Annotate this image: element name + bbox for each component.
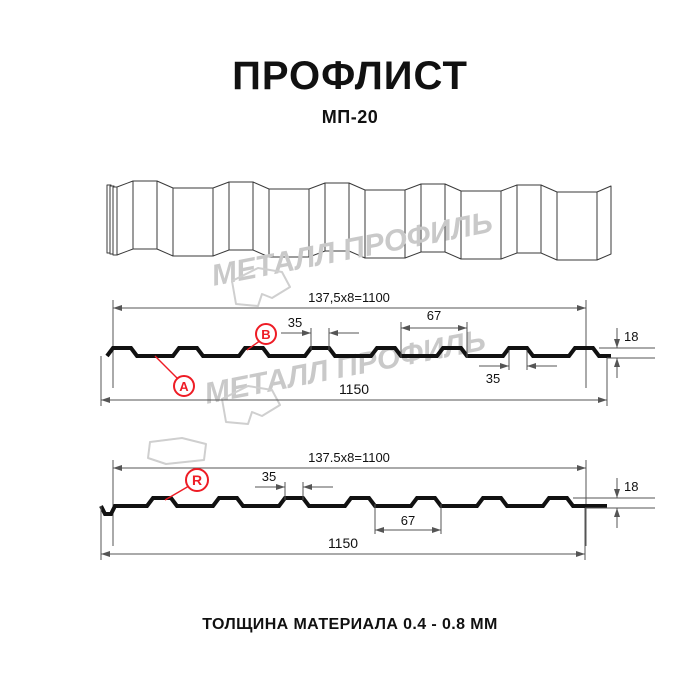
dimension-crest-35-bottom (255, 482, 333, 500)
material-thickness-note: ТОЛЩИНА МАТЕРИАЛА 0.4 - 0.8 ММ (202, 616, 498, 633)
dimension-overall-label: 1150 (339, 381, 369, 397)
dimension-overall-1150-top (100, 356, 608, 406)
dimension-overall-1150-bottom (100, 506, 586, 560)
callout-r-label: R (192, 472, 202, 488)
dimension-crest-label: 35 (486, 371, 500, 386)
dimension-valley-label: 67 (427, 308, 441, 323)
profile-waveform (105, 346, 611, 358)
dimension-pitch-label: 137,5x8=1100 (308, 290, 390, 305)
callout-a-label: A (179, 379, 189, 394)
page-title: ПРОФЛИСТ (232, 54, 468, 98)
dimension-height-label: 18 (624, 329, 638, 344)
dimension-pitch-top (112, 300, 587, 388)
dimension-pitch-bottom (112, 460, 587, 546)
dimension-crest-label: 35 (288, 315, 302, 330)
profile-section-bottom: 137.5x8=1100 35 (95, 438, 675, 573)
dimension-valley-67-top (400, 322, 468, 358)
dimension-height-18-top (599, 328, 655, 378)
callout-b-label: B (261, 327, 270, 342)
callout-a: A (154, 355, 195, 397)
dimension-crest-35-bottom (479, 350, 557, 370)
dimension-valley-67-bottom (374, 504, 442, 534)
dimension-height-label: 18 (624, 479, 638, 494)
profile-section-top: 137,5x8=1100 35 (95, 288, 675, 423)
dimension-crest-label: 35 (262, 469, 276, 484)
dimension-crest-35-top (281, 328, 359, 350)
isometric-view (95, 158, 615, 283)
dimension-overall-label: 1150 (328, 535, 358, 551)
header: ПРОФЛИСТ МП-20 (0, 54, 700, 127)
corrugated-sheet-3d-icon (106, 180, 612, 261)
page-subtitle: МП-20 (321, 107, 379, 127)
callout-b: B (246, 323, 277, 351)
callout-r: R (164, 468, 209, 501)
dimension-valley-label: 67 (401, 513, 415, 528)
dimension-pitch-label: 137.5x8=1100 (308, 450, 390, 465)
profile-waveform (99, 496, 607, 516)
dimension-height-18-bottom (573, 478, 655, 528)
